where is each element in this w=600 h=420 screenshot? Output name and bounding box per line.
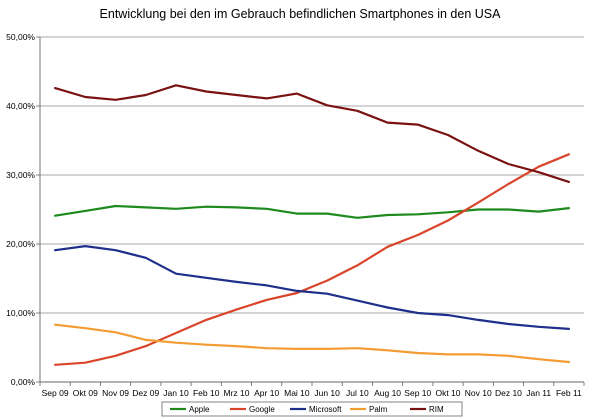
series-line-microsoft <box>53 245 571 330</box>
x-tick-label: Okt 09 <box>73 388 98 398</box>
legend-label-palm: Palm <box>369 405 388 414</box>
x-tick-label: Dez 09 <box>132 388 159 398</box>
x-tick-label: Feb 10 <box>193 388 220 398</box>
legend-label-microsoft: Microsoft <box>309 405 342 414</box>
x-tick-label: Sep 10 <box>404 388 431 398</box>
x-tick-label: Jul 10 <box>346 388 369 398</box>
x-tick-label: Aug 10 <box>374 388 401 398</box>
x-tick-label: Nov 10 <box>465 388 492 398</box>
x-tick-label: Jan 11 <box>526 388 551 398</box>
series-line-apple <box>53 204 571 219</box>
y-tick-label: 10,00% <box>6 308 35 318</box>
y-tick-label: 20,00% <box>6 239 35 249</box>
gridlines <box>40 36 584 314</box>
series-lines <box>53 84 571 366</box>
x-tick-label: Mrz 10 <box>223 388 249 398</box>
x-tick-label: Okt 10 <box>435 388 460 398</box>
y-tick-label: 0,00% <box>11 377 36 387</box>
x-tick-label: Apr 10 <box>254 388 279 398</box>
legend-label-apple: Apple <box>189 405 210 414</box>
x-tick-label: Dez 10 <box>495 388 522 398</box>
legend-label-google: Google <box>249 405 275 414</box>
legend: Apple Google Microsoft Palm RIM <box>161 401 463 417</box>
y-tick-label: 40,00% <box>6 101 35 111</box>
y-tick-label: 50,00% <box>6 32 35 42</box>
legend-label-rim: RIM <box>429 405 444 414</box>
series-line-rim <box>53 84 571 183</box>
x-tick-label: Nov 09 <box>102 388 129 398</box>
y-axis: 0,00% 10,00% 20,00% 30,00% 40,00% 50,00% <box>6 32 41 387</box>
series-line-palm <box>53 323 571 364</box>
series-line-google <box>53 153 571 366</box>
x-axis: Sep 09 Okt 09 Nov 09 Dez 09 Jan 10 Feb 10 Mrz … <box>39 381 585 398</box>
x-tick-label: Sep 09 <box>42 388 69 398</box>
x-tick-label: Jun 10 <box>314 388 340 398</box>
y-tick-label: 30,00% <box>6 170 35 180</box>
chart-title: Entwicklung bei den im Gebrauch befindli… <box>100 7 502 21</box>
legend-box <box>161 401 463 417</box>
x-tick-label: Jan 10 <box>163 388 189 398</box>
x-tick-label: Feb 11 <box>556 388 582 398</box>
x-tick-label: Mai 10 <box>284 388 310 398</box>
